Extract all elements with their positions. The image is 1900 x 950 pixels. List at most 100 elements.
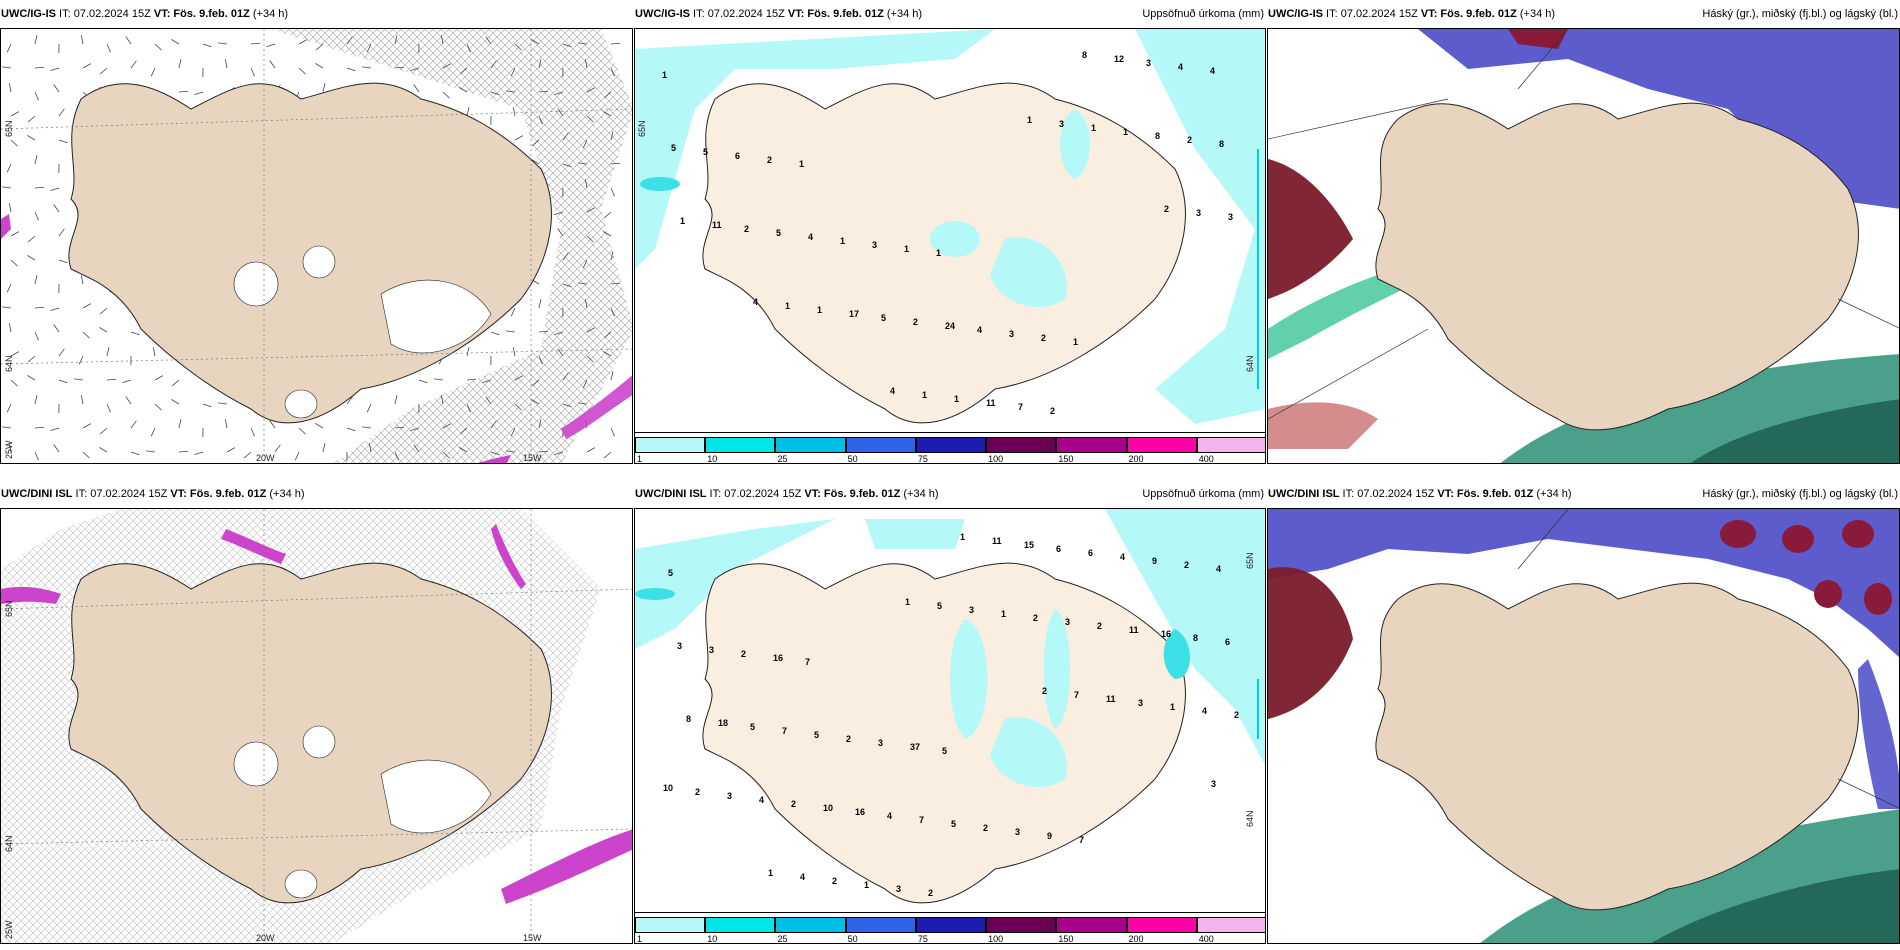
panel-subtitle: Háský (gr.), miðský (fj.bl.) og lágský (… bbox=[1702, 8, 1898, 20]
precip-map[interactable]: 5 7 5 7 4 16 37 9 2 2 3 3 9 3 2 2 4 3 5 5 6 6 7 7 6 8 5 4 15 16 18 16 11… bbox=[634, 508, 1266, 944]
wind-barb bbox=[6, 403, 12, 413]
lat-label-64: 64N bbox=[1245, 355, 1255, 372]
wind-barb bbox=[413, 84, 420, 93]
precip-value: 15 bbox=[1024, 540, 1035, 550]
wind-barb bbox=[53, 324, 60, 333]
wind-barb bbox=[154, 375, 164, 381]
wind-barb bbox=[82, 451, 90, 459]
wind-barb bbox=[50, 67, 60, 72]
precip-map[interactable]: 1 1 1 1 4 2 1 2 4 6 3 3 3 5 1 4 12 5 4 24 8 8 5 2 2 2 2 5 7 8 11 17 11 1 1… bbox=[634, 28, 1266, 464]
precip-value: 7 bbox=[919, 815, 925, 825]
wind-barb bbox=[322, 443, 326, 453]
wind-barb bbox=[202, 403, 212, 408]
lat-label-65: 65N bbox=[4, 120, 14, 137]
wind-barb bbox=[6, 163, 12, 173]
wind-barb bbox=[610, 42, 621, 45]
wind-barb bbox=[512, 347, 516, 357]
colorbar-tick: 100 bbox=[988, 454, 1004, 464]
colorbar-swatch bbox=[705, 917, 776, 933]
precip-value: 4 bbox=[1210, 66, 1216, 76]
precip-value: 2 bbox=[1234, 710, 1240, 720]
wind-barb bbox=[226, 447, 236, 453]
wind-barb bbox=[80, 275, 84, 285]
cloud-map-svg bbox=[1268, 509, 1899, 943]
wind-barb bbox=[34, 426, 45, 429]
wind-barb bbox=[27, 135, 36, 141]
precip-value: 2 bbox=[1184, 560, 1190, 570]
precip-value: 5 bbox=[814, 730, 820, 740]
wind-barb bbox=[80, 395, 84, 405]
precip-value: 4 bbox=[1202, 706, 1208, 716]
wind-barb bbox=[250, 67, 255, 77]
precip-value: 4 bbox=[1120, 552, 1126, 562]
precip-value: 4 bbox=[753, 297, 759, 307]
wind-barb bbox=[2, 66, 12, 69]
wind-map[interactable]: 65N 64N 25W 20W 15W bbox=[0, 508, 633, 944]
wind-barb bbox=[99, 307, 108, 315]
precip-value: 1 bbox=[799, 159, 805, 169]
colorbar-swatch bbox=[705, 437, 776, 453]
precip-value: 1 bbox=[936, 248, 942, 258]
wind-barb bbox=[194, 91, 204, 96]
wind-barb bbox=[27, 375, 36, 381]
wind-barb bbox=[106, 43, 111, 53]
wind-barb bbox=[202, 43, 212, 48]
wind-barb bbox=[346, 427, 356, 432]
wind-barb bbox=[99, 427, 108, 435]
precip-value: 3 bbox=[1146, 58, 1152, 68]
precip-value: 6 bbox=[1056, 544, 1062, 554]
colorbar-tick: 50 bbox=[847, 934, 858, 944]
precip-value: 24 bbox=[945, 321, 956, 331]
precip-value: 2 bbox=[1050, 406, 1056, 416]
wind-barb bbox=[362, 66, 372, 69]
wind-barb bbox=[538, 299, 542, 309]
precip-value: 16 bbox=[773, 653, 784, 663]
precip-value: 11 bbox=[712, 220, 722, 230]
precip-value: 1 bbox=[817, 305, 823, 315]
precip-value: 5 bbox=[671, 143, 677, 153]
colorbar-swatch bbox=[1196, 437, 1265, 453]
colorbar-tick: 400 bbox=[1198, 454, 1214, 464]
wind-barb bbox=[78, 355, 84, 365]
colorbar: 1 10 25 50 75 100 150 200 400 bbox=[635, 912, 1265, 943]
wind-barb bbox=[50, 427, 60, 432]
precip-value: 1 bbox=[785, 301, 791, 311]
precip-value: 3 bbox=[1009, 329, 1015, 339]
precip-value: 37 bbox=[910, 742, 921, 752]
precip-value: 4 bbox=[890, 386, 896, 396]
colorbar-tick: 150 bbox=[1058, 454, 1074, 464]
wind-map[interactable]: 65N 64N 25W 20W 15W bbox=[0, 28, 633, 464]
wind-barb bbox=[50, 187, 60, 192]
wind-barb bbox=[442, 91, 450, 99]
precip-value: 7 bbox=[1079, 835, 1085, 845]
precip-value: 4 bbox=[977, 325, 983, 335]
colorbar-tick: 50 bbox=[847, 454, 858, 464]
cloud-map[interactable] bbox=[1267, 508, 1900, 944]
precip-value: 1 bbox=[1091, 123, 1097, 133]
precip-value: 7 bbox=[1074, 690, 1080, 700]
side-label: 25W bbox=[4, 440, 14, 459]
wind-barb bbox=[58, 379, 68, 384]
wind-barb bbox=[8, 83, 12, 93]
wind-barb bbox=[610, 187, 615, 197]
wind-barb bbox=[99, 447, 108, 453]
wind-barb bbox=[2, 306, 12, 309]
precip-value: 1 bbox=[662, 70, 668, 80]
panel-wind-igis: UWC/IG-IS IT: 07.02.2024 15Z VT: Fös. 9.… bbox=[0, 8, 633, 464]
wind-barb bbox=[34, 211, 39, 221]
precip-value: 7 bbox=[805, 657, 811, 667]
precip-value: 3 bbox=[1059, 119, 1065, 129]
wind-barb bbox=[58, 228, 65, 237]
wind-barb bbox=[243, 451, 252, 459]
cloud-map-svg bbox=[1268, 29, 1899, 463]
colorbar-swatch bbox=[845, 437, 916, 453]
cloud-map[interactable] bbox=[1267, 28, 1900, 464]
lat-label-64: 64N bbox=[1245, 810, 1255, 827]
wind-barb bbox=[224, 59, 228, 69]
lon-label-20w: 20W bbox=[256, 453, 275, 463]
precip-value: 5 bbox=[668, 568, 674, 578]
lat-label-65: 65N bbox=[637, 120, 647, 137]
wind-barb bbox=[80, 35, 84, 45]
magenta-wind-band bbox=[561, 375, 632, 439]
hatched-area bbox=[271, 29, 632, 463]
